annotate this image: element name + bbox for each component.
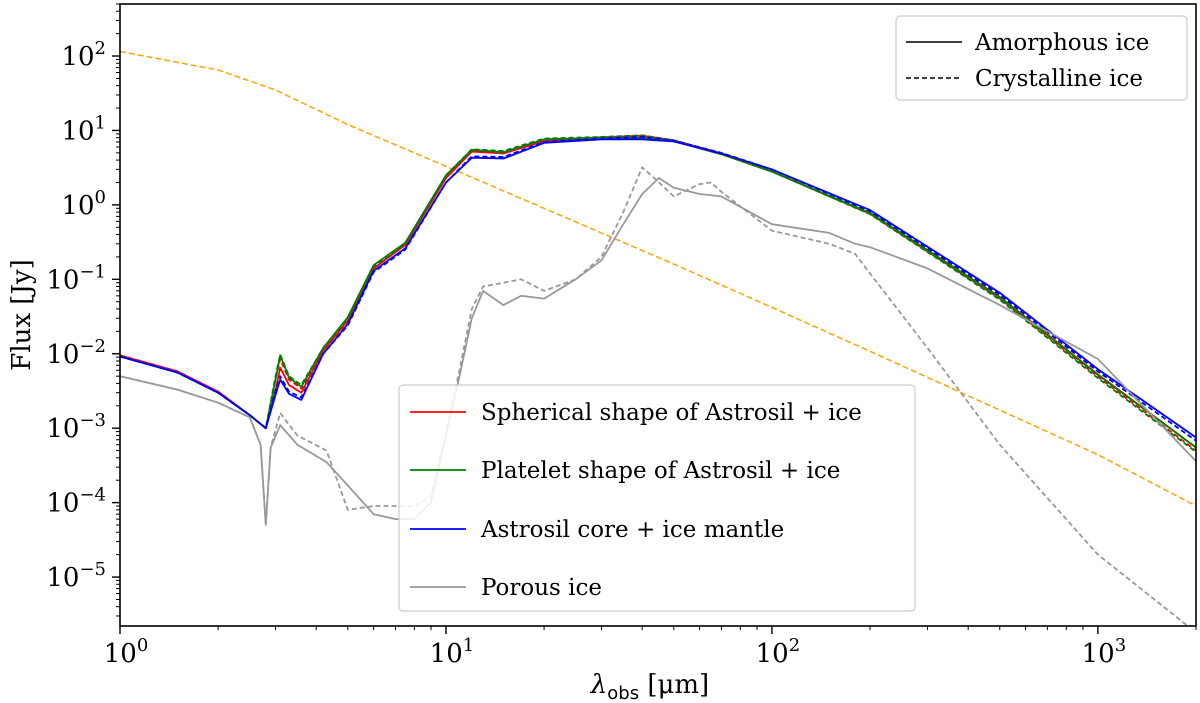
x-axis-label-unit: [μm] [639,670,709,700]
y-tick-label-3: 10−2 [46,336,106,370]
legend-crystalline-label: Crystalline ice [975,66,1143,92]
plot-frame [119,3,1197,627]
series-line-porous-ice-crystalline [120,166,1190,626]
y-tick-label-0: 10−5 [46,559,106,593]
legend-porous-label: Porous ice [481,575,602,601]
y-tick-label-1: 10−4 [46,485,106,519]
legend-models: Spherical shape of Astrosil + ice Platel… [398,384,916,612]
x-axis-label: λobs [μm] [590,670,709,703]
legend-amorphous-label: Amorphous ice [974,30,1149,56]
x-axis-label-sub: obs [607,683,639,703]
x-tick-label-2: 102 [756,635,801,669]
x-axis-label-base: λ [590,670,607,700]
ticks-layer: 100 101 102 103 10−5 10−4 10−3 10−2 10−1 100 101 10… [46,3,1197,669]
series-line-astrosil-core-ice-mantle-crystalline [120,135,1196,442]
legend-models-box [398,384,916,612]
y-tick-label-5: 100 [61,187,106,221]
legend-linestyle: Amorphous ice Crystalline ice [895,15,1188,101]
y-tick-label-2: 10−3 [46,410,106,444]
legend-linestyle-box [895,15,1188,101]
y-tick-label-6: 101 [61,112,106,146]
series-line-platelet-shape-of-astrosil-ice-crystalline [120,134,1196,453]
y-tick-label-7: 102 [61,38,106,72]
legend-coremantle-label: Astrosil core + ice mantle [480,517,784,543]
legend-platelet-label: Platelet shape of Astrosil + ice [481,458,840,484]
y-axis-label: Flux [Jy] [7,259,37,370]
x-tick-label-0: 100 [104,635,149,669]
legend-spherical-label: Spherical shape of Astrosil + ice [481,400,862,426]
x-tick-label-1: 101 [430,635,475,669]
series-line-stellar-photosphere [120,50,1196,507]
series-layer [120,50,1196,626]
y-tick-label-4: 10−1 [46,261,106,295]
x-tick-label-3: 103 [1082,635,1127,669]
